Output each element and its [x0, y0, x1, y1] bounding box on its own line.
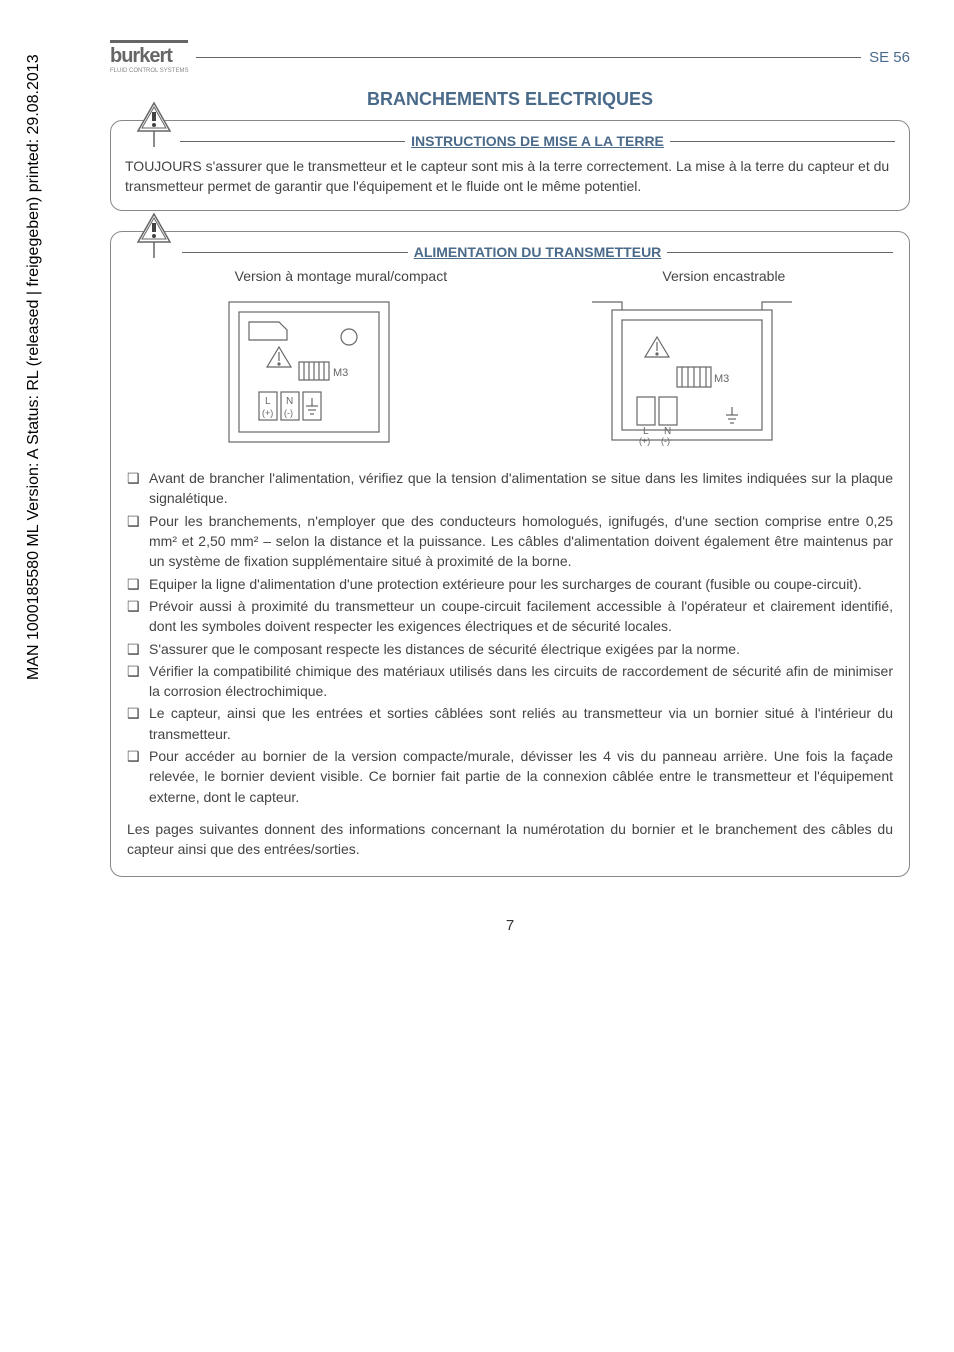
svg-text:M3: M3	[333, 367, 348, 379]
header-divider	[196, 57, 861, 58]
list-item: ❑Equiper la ligne d'alimentation d'une p…	[127, 574, 893, 594]
list-item: ❑S'assurer que le composant respecte les…	[127, 639, 893, 659]
diagram-encastrable: M3 L (+) N (-)	[562, 292, 822, 452]
list-item: ❑Le capteur, ainsi que les entrées et so…	[127, 703, 893, 744]
svg-text:(-): (-)	[661, 436, 670, 446]
warning-icon	[136, 101, 172, 149]
version-mural-label: Version à montage mural/compact	[235, 268, 447, 284]
warning-icon	[136, 212, 172, 260]
svg-text:L: L	[265, 396, 271, 407]
svg-text:(+): (+)	[262, 408, 273, 418]
terre-title-row: INSTRUCTIONS DE MISE A LA TERRE	[180, 133, 895, 149]
bullet-list: ❑Avant de brancher l'alimentation, vérif…	[127, 468, 893, 807]
list-item: ❑Pour les branchements, n'employer que d…	[127, 511, 893, 572]
header-row: burkert FLUID CONTROL SYSTEMS SE 56	[110, 40, 910, 74]
page-title: BRANCHEMENTS ELECTRIQUES	[110, 89, 910, 110]
svg-text:M3: M3	[714, 373, 729, 385]
list-item: ❑Prévoir aussi à proximité du transmette…	[127, 596, 893, 637]
terre-text: TOUJOURS s'assurer que le transmetteur e…	[125, 157, 895, 196]
logo: burkert FLUID CONTROL SYSTEMS	[110, 40, 188, 74]
footer-paragraph: Les pages suivantes donnent des informat…	[127, 819, 893, 860]
terre-box: INSTRUCTIONS DE MISE A LA TERRE TOUJOURS…	[110, 120, 910, 211]
svg-text:N: N	[286, 396, 293, 407]
logo-subtitle: FLUID CONTROL SYSTEMS	[110, 68, 188, 74]
version-encastrable-label: Version encastrable	[662, 268, 785, 284]
sidebar-print-info: MAN 1000185580 ML Version: A Status: RL …	[25, 54, 43, 680]
list-item: ❑Avant de brancher l'alimentation, vérif…	[127, 468, 893, 509]
alim-title-row: ALIMENTATION DU TRANSMETTEUR	[182, 244, 893, 260]
version-labels: Version à montage mural/compact Version …	[127, 268, 893, 284]
page-content: burkert FLUID CONTROL SYSTEMS SE 56 BRAN…	[110, 40, 910, 934]
logo-brand: burkert	[110, 40, 188, 68]
diagram-mural: M3 L (+) N (-)	[199, 292, 419, 452]
svg-text:(-): (-)	[284, 408, 293, 418]
alim-box: ALIMENTATION DU TRANSMETTEUR Version à m…	[110, 231, 910, 876]
terre-title: INSTRUCTIONS DE MISE A LA TERRE	[405, 133, 670, 149]
header-code: SE 56	[869, 49, 910, 66]
diagrams-row: M3 L (+) N (-)	[127, 292, 893, 452]
list-item: ❑Pour accéder au bornier de la version c…	[127, 746, 893, 807]
page-number: 7	[110, 917, 910, 934]
alim-title: ALIMENTATION DU TRANSMETTEUR	[408, 244, 668, 260]
list-item: ❑Vérifier la compatibilité chimique des …	[127, 661, 893, 702]
svg-text:(+): (+)	[639, 436, 650, 446]
